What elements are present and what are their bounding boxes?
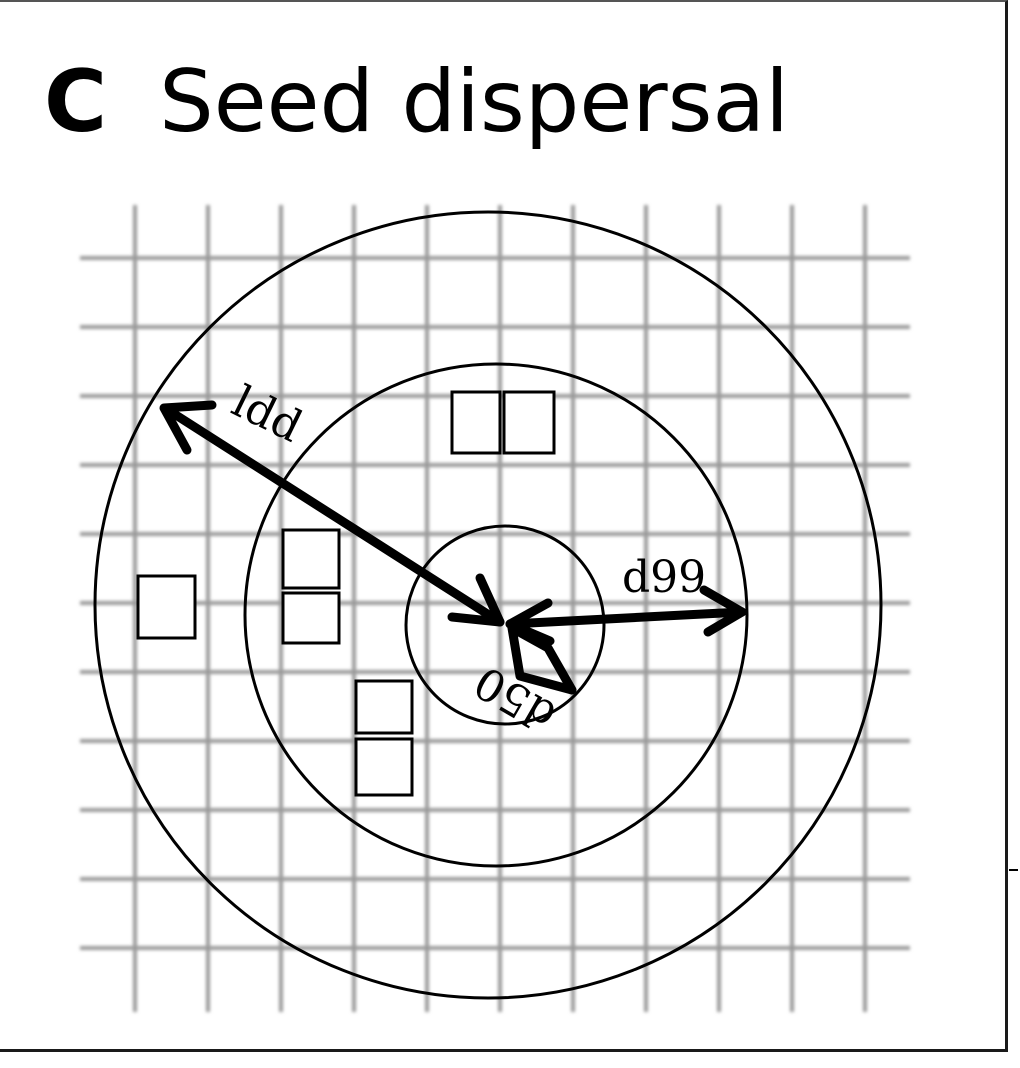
ldd-arrow (159, 400, 505, 627)
panel-title: Seed dispersal (159, 52, 790, 152)
ring-ldd (93, 210, 883, 1000)
label-ldd: ldd (224, 376, 310, 453)
occupied-cell (281, 528, 341, 590)
panel-letter: C (44, 52, 108, 152)
occupied-cell (354, 737, 414, 797)
ring-d99 (243, 362, 749, 868)
occupied-cell (502, 390, 556, 455)
panel-heading: C Seed dispersal (44, 52, 789, 152)
occupied-cell (136, 574, 197, 640)
occupied-cell (281, 591, 341, 645)
landscape-grid (80, 205, 910, 1012)
occupied-cell (354, 679, 414, 735)
label-d99: d99 (622, 552, 706, 603)
d50-arrow (507, 623, 577, 695)
figure-panel (0, 0, 1008, 1052)
ring-d50 (404, 524, 606, 726)
occupied-cell (450, 390, 502, 455)
